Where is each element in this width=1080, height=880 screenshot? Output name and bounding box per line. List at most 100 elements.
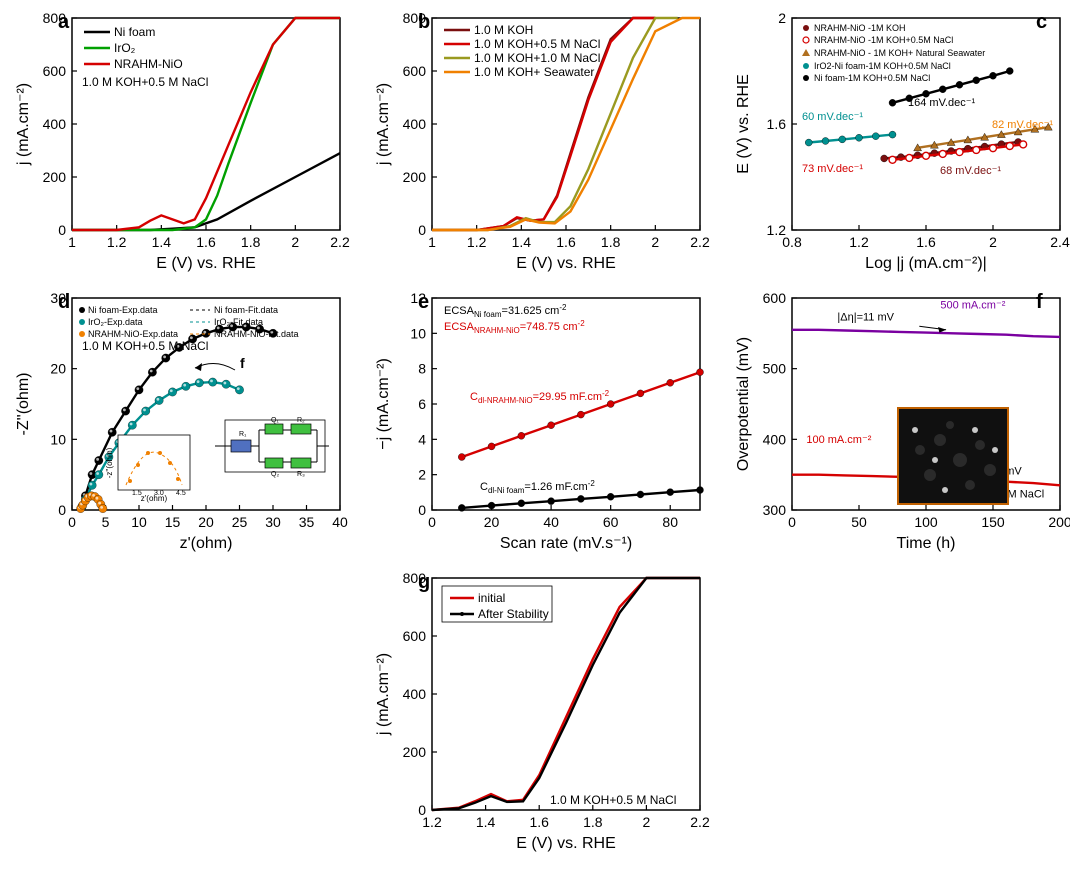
svg-text:1.6: 1.6 bbox=[196, 234, 216, 250]
panel-g-condition: 1.0 M KOH+0.5 M NaCl bbox=[550, 793, 676, 807]
legend-b-3: 1.0 M KOH+ Seawater bbox=[474, 65, 594, 79]
panel-d-condition: 1.0 M KOH+0.5 M NaCl bbox=[82, 339, 208, 353]
legend-g-0: initial bbox=[478, 591, 505, 605]
svg-text:4.5: 4.5 bbox=[176, 490, 186, 497]
legend-d-5: NRAHM-NiO-Fit.data bbox=[214, 329, 299, 339]
panel-e-ylabel: −j (mA.cm⁻²) bbox=[375, 358, 392, 450]
svg-text:2: 2 bbox=[778, 10, 786, 26]
row3-spacer-left bbox=[10, 570, 350, 860]
svg-text:150: 150 bbox=[981, 514, 1005, 530]
panel-g-legend: initial After Stability bbox=[442, 586, 552, 622]
legend-d-0: Ni foam-Exp.data bbox=[88, 305, 158, 315]
svg-text:0: 0 bbox=[68, 514, 76, 530]
slope-c-0: 73 mV.dec⁻¹ bbox=[802, 163, 863, 175]
svg-text:1.4: 1.4 bbox=[512, 234, 532, 250]
svg-text:2.2: 2.2 bbox=[330, 234, 350, 250]
legend-c-2: NRAHM-NiO - 1M KOH+ Natural Seawater bbox=[814, 48, 985, 58]
panel-g-xlabel: E (V) vs. RHE bbox=[516, 835, 616, 852]
svg-text:2.2: 2.2 bbox=[690, 234, 710, 250]
panel-d-inset: z'(ohm) -z''(ohm) 1.53.04.5 bbox=[105, 435, 190, 503]
panel-d-ylabel: -Z''(ohm) bbox=[15, 373, 32, 436]
svg-text:1.4: 1.4 bbox=[476, 814, 496, 830]
legend-c-1: NRAHM-NiO -1M KOH+0.5M NaCl bbox=[814, 35, 953, 45]
legend-g-1: After Stability bbox=[478, 607, 549, 621]
legend-a-1: IrO₂ bbox=[114, 41, 136, 55]
svg-text:500: 500 bbox=[763, 361, 787, 377]
slope-c-2: 82 mV.dec⁻¹ bbox=[992, 119, 1053, 131]
svg-text:1.4: 1.4 bbox=[152, 234, 172, 250]
svg-text:1.8: 1.8 bbox=[601, 234, 621, 250]
panel-a-xlabel: E (V) vs. RHE bbox=[156, 255, 256, 272]
e-text-0: ECSANi foam=31.625 cm-2 bbox=[444, 303, 567, 319]
svg-text:1.2: 1.2 bbox=[467, 234, 487, 250]
row3-spacer-right bbox=[730, 570, 1070, 860]
svg-text:40: 40 bbox=[332, 514, 348, 530]
legend-a-0: Ni foam bbox=[114, 25, 155, 39]
panel-a-ylabel: j (mA.cm⁻²) bbox=[15, 83, 32, 166]
panel-d: d 05101520253035400102030 Ni foam-Exp.da… bbox=[10, 290, 350, 560]
panel-f: f 050100150200300400500600 500 mA.cm⁻²|Δ… bbox=[730, 290, 1070, 560]
legend-c-3: IrO2-Ni foam-1M KOH+0.5M NaCl bbox=[814, 61, 951, 71]
legend-d-2: IrO₂-Exp.data bbox=[88, 317, 143, 327]
svg-text:0: 0 bbox=[58, 502, 66, 518]
svg-text:400: 400 bbox=[763, 431, 787, 447]
svg-text:600: 600 bbox=[43, 63, 67, 79]
panel-f-xlabel: Time (h) bbox=[897, 535, 956, 552]
svg-text:0: 0 bbox=[428, 514, 436, 530]
svg-text:200: 200 bbox=[43, 169, 67, 185]
svg-text:1.8: 1.8 bbox=[241, 234, 261, 250]
panel-c: c 0.81.21.622.41.21.62 NRAHM-NiO -1M KOH… bbox=[730, 10, 1070, 280]
svg-text:8: 8 bbox=[418, 361, 426, 377]
legend-b-0: 1.0 M KOH bbox=[474, 23, 533, 37]
svg-text:0: 0 bbox=[418, 802, 426, 818]
svg-text:2.4: 2.4 bbox=[1050, 234, 1070, 250]
svg-text:12: 12 bbox=[410, 290, 426, 306]
svg-text:800: 800 bbox=[403, 570, 427, 586]
svg-text:15: 15 bbox=[165, 514, 181, 530]
svg-text:2: 2 bbox=[989, 234, 997, 250]
panel-c-xlabel: Log |j (mA.cm⁻²)| bbox=[865, 255, 987, 272]
slope-c-1: 68 mV.dec⁻¹ bbox=[940, 165, 1001, 177]
panel-a: a 11.21.41.61.822.20200400600800 Ni foam… bbox=[10, 10, 350, 280]
legend-d-4: NRAHM-NiO-Exp.data bbox=[88, 329, 178, 339]
svg-text:5: 5 bbox=[102, 514, 110, 530]
svg-text:1.6: 1.6 bbox=[529, 814, 549, 830]
svg-text:20: 20 bbox=[198, 514, 214, 530]
panel-a-condition: 1.0 M KOH+0.5 M NaCl bbox=[82, 75, 208, 89]
panel-g: g 1.21.41.61.822.20200400600800 initial … bbox=[370, 570, 710, 860]
svg-text:1.2: 1.2 bbox=[107, 234, 127, 250]
svg-text:1: 1 bbox=[68, 234, 76, 250]
inset-ylabel: -z''(ohm) bbox=[105, 447, 114, 478]
svg-text:0: 0 bbox=[418, 222, 426, 238]
svg-text:40: 40 bbox=[543, 514, 559, 530]
svg-text:2: 2 bbox=[643, 814, 651, 830]
svg-text:1.6: 1.6 bbox=[556, 234, 576, 250]
legend-b-2: 1.0 M KOH+1.0 M NaCl bbox=[474, 51, 600, 65]
circuit-label-q1: Q₁ bbox=[271, 417, 279, 424]
figure-grid: a 11.21.41.61.822.20200400600800 Ni foam… bbox=[0, 0, 1080, 870]
svg-text:80: 80 bbox=[662, 514, 678, 530]
panel-b-legend: 1.0 M KOH 1.0 M KOH+0.5 M NaCl 1.0 M KOH… bbox=[444, 23, 600, 79]
svg-text:1.5: 1.5 bbox=[132, 490, 142, 497]
panel-f-ylabel: Overpotential (mV) bbox=[735, 337, 752, 471]
svg-text:1.2: 1.2 bbox=[849, 234, 869, 250]
svg-text:0: 0 bbox=[418, 502, 426, 518]
svg-text:10: 10 bbox=[131, 514, 147, 530]
svg-text:200: 200 bbox=[403, 744, 427, 760]
svg-text:400: 400 bbox=[403, 116, 427, 132]
legend-b-1: 1.0 M KOH+0.5 M NaCl bbox=[474, 37, 600, 51]
circuit-label-r2: R₂ bbox=[297, 417, 305, 424]
panel-c-tag: c bbox=[1036, 11, 1047, 33]
panel-e: e 020406080024681012 ECSANi foam=31.625 … bbox=[370, 290, 710, 560]
svg-text:2: 2 bbox=[418, 467, 426, 483]
svg-text:200: 200 bbox=[1048, 514, 1070, 530]
slope-c-3: 60 mV.dec⁻¹ bbox=[802, 111, 863, 123]
panel-c-ylabel: E (V) vs. RHE bbox=[735, 74, 752, 174]
svg-text:1.2: 1.2 bbox=[767, 222, 787, 238]
slope-c-4: 164 mV.dec⁻¹ bbox=[908, 97, 975, 109]
legend-d-3: IrO₂-Fit.data bbox=[214, 317, 263, 327]
svg-text:2: 2 bbox=[651, 234, 659, 250]
svg-text:30: 30 bbox=[50, 290, 66, 306]
svg-text:600: 600 bbox=[403, 628, 427, 644]
svg-text:25: 25 bbox=[232, 514, 248, 530]
